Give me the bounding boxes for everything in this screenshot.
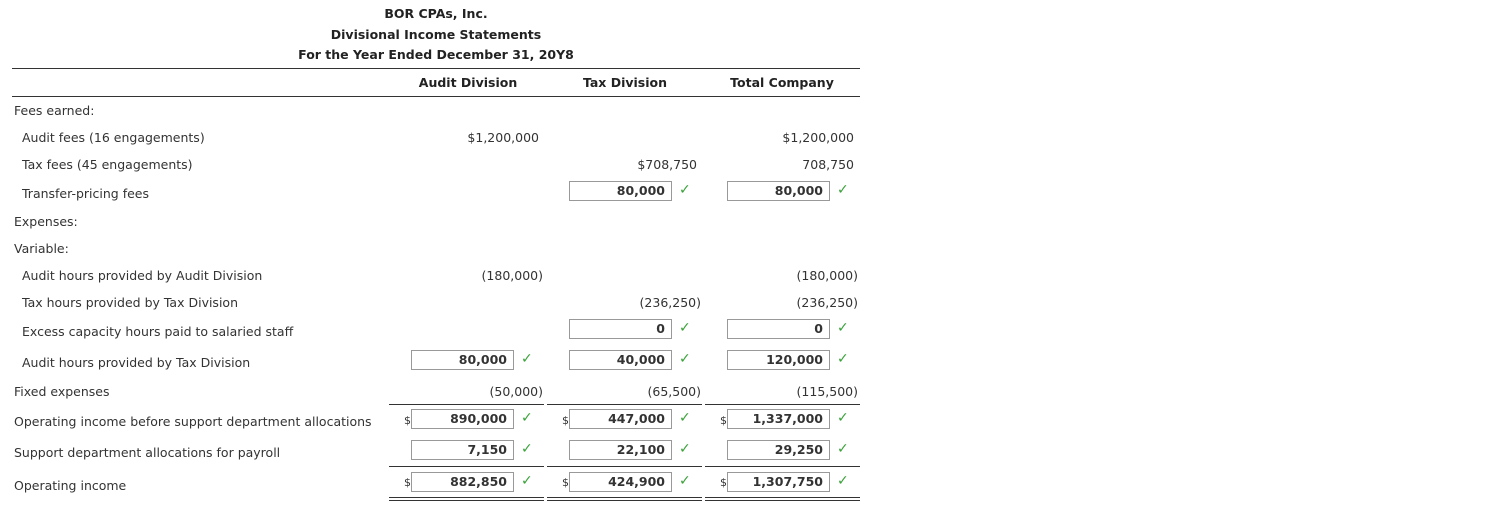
audit-fees-total: $1,200,000	[782, 130, 854, 145]
tax-fees-tax: $708,750	[637, 157, 697, 172]
expenses-label: Expenses:	[14, 214, 78, 229]
support-alloc-audit-input[interactable]: 7,150	[411, 440, 514, 460]
support-alloc-total-input[interactable]: 29,250	[727, 440, 830, 460]
audit-hours-audit-label: Audit hours provided by Audit Division	[22, 268, 263, 283]
op-income-audit-input[interactable]: 882,850	[411, 472, 514, 492]
col-header-tax: Tax Division	[582, 75, 668, 90]
check-icon: ✓	[521, 410, 533, 426]
tax-fees-label: Tax fees (45 engagements)	[22, 157, 193, 172]
dollar-sign: $	[404, 414, 411, 427]
check-icon: ✓	[521, 441, 533, 457]
total-rule-tax	[547, 466, 702, 467]
audit-fees-label: Audit fees (16 engagements)	[22, 130, 205, 145]
tax-hours-tax-label: Tax hours provided by Tax Division	[22, 295, 238, 310]
dollar-sign: $	[720, 414, 727, 427]
excess-capacity-tax-input[interactable]: 0	[569, 319, 672, 339]
header-top-rule	[12, 68, 860, 69]
audit-fees-audit: $1,200,000	[467, 130, 539, 145]
tax-fees-total: 708,750	[802, 157, 854, 172]
total-rule-audit	[389, 466, 544, 467]
statement-title: Divisional Income Statements	[330, 27, 542, 42]
check-icon: ✓	[837, 473, 849, 489]
header-bottom-rule	[12, 96, 860, 97]
variable-label: Variable:	[14, 241, 69, 256]
audit-hours-tax-tax-input[interactable]: 40,000	[569, 350, 672, 370]
col-header-audit: Audit Division	[418, 75, 518, 90]
check-icon: ✓	[837, 351, 849, 367]
dollar-sign: $	[720, 476, 727, 489]
check-icon: ✓	[521, 473, 533, 489]
check-icon: ✓	[679, 473, 691, 489]
op-before-total-input[interactable]: 1,337,000	[727, 409, 830, 429]
dollar-sign: $	[562, 414, 569, 427]
check-icon: ✓	[837, 441, 849, 457]
check-icon: ✓	[837, 320, 849, 336]
audit-hours-tax-total-input[interactable]: 120,000	[727, 350, 830, 370]
transfer-fees-tax-input[interactable]: 80,000	[569, 181, 672, 201]
check-icon: ✓	[679, 441, 691, 457]
op-before-label: Operating income before support departme…	[14, 414, 372, 429]
tax-hours-tax-total: (236,250)	[796, 295, 858, 310]
op-before-tax-input[interactable]: 447,000	[569, 409, 672, 429]
audit-hours-audit-total: (180,000)	[796, 268, 858, 283]
total-rule-total	[705, 466, 860, 467]
statement-period: For the Year Ended December 31, 20Y8	[298, 47, 574, 62]
subtotal-rule-audit	[389, 404, 544, 405]
op-income-label: Operating income	[14, 478, 127, 493]
excess-capacity-label: Excess capacity hours paid to salaried s…	[22, 324, 294, 339]
excess-capacity-total-input[interactable]: 0	[727, 319, 830, 339]
subtotal-rule-tax	[547, 404, 702, 405]
audit-hours-tax-audit-input[interactable]: 80,000	[411, 350, 514, 370]
support-alloc-label: Support department allocations for payro…	[14, 445, 281, 460]
double-rule-tax-2	[547, 500, 702, 501]
double-rule-audit-1	[389, 497, 544, 498]
check-icon: ✓	[679, 351, 691, 367]
col-header-total: Total Company	[730, 75, 834, 90]
fees-earned-label: Fees earned:	[14, 103, 95, 118]
check-icon: ✓	[679, 182, 691, 198]
check-icon: ✓	[679, 320, 691, 336]
tax-hours-tax-tax: (236,250)	[639, 295, 701, 310]
fixed-tax: (65,500)	[647, 384, 702, 399]
check-icon: ✓	[679, 410, 691, 426]
double-rule-total-1	[705, 497, 860, 498]
audit-hours-audit-audit: (180,000)	[481, 268, 543, 283]
dollar-sign: $	[562, 476, 569, 489]
op-before-audit-input[interactable]: 890,000	[411, 409, 514, 429]
double-rule-audit-2	[389, 500, 544, 501]
subtotal-rule-total	[705, 404, 860, 405]
support-alloc-tax-input[interactable]: 22,100	[569, 440, 672, 460]
transfer-fees-label: Transfer-pricing fees	[22, 186, 149, 201]
audit-hours-tax-label: Audit hours provided by Tax Division	[22, 355, 251, 370]
op-income-tax-input[interactable]: 424,900	[569, 472, 672, 492]
fixed-expenses-label: Fixed expenses	[14, 384, 110, 399]
dollar-sign: $	[404, 476, 411, 489]
transfer-fees-total-input[interactable]: 80,000	[727, 181, 830, 201]
check-icon: ✓	[837, 182, 849, 198]
fixed-total: (115,500)	[796, 384, 858, 399]
fixed-audit: (50,000)	[489, 384, 544, 399]
double-rule-tax-1	[547, 497, 702, 498]
company-name: BOR CPAs, Inc.	[384, 6, 488, 21]
check-icon: ✓	[521, 351, 533, 367]
double-rule-total-2	[705, 500, 860, 501]
check-icon: ✓	[837, 410, 849, 426]
op-income-total-input[interactable]: 1,307,750	[727, 472, 830, 492]
